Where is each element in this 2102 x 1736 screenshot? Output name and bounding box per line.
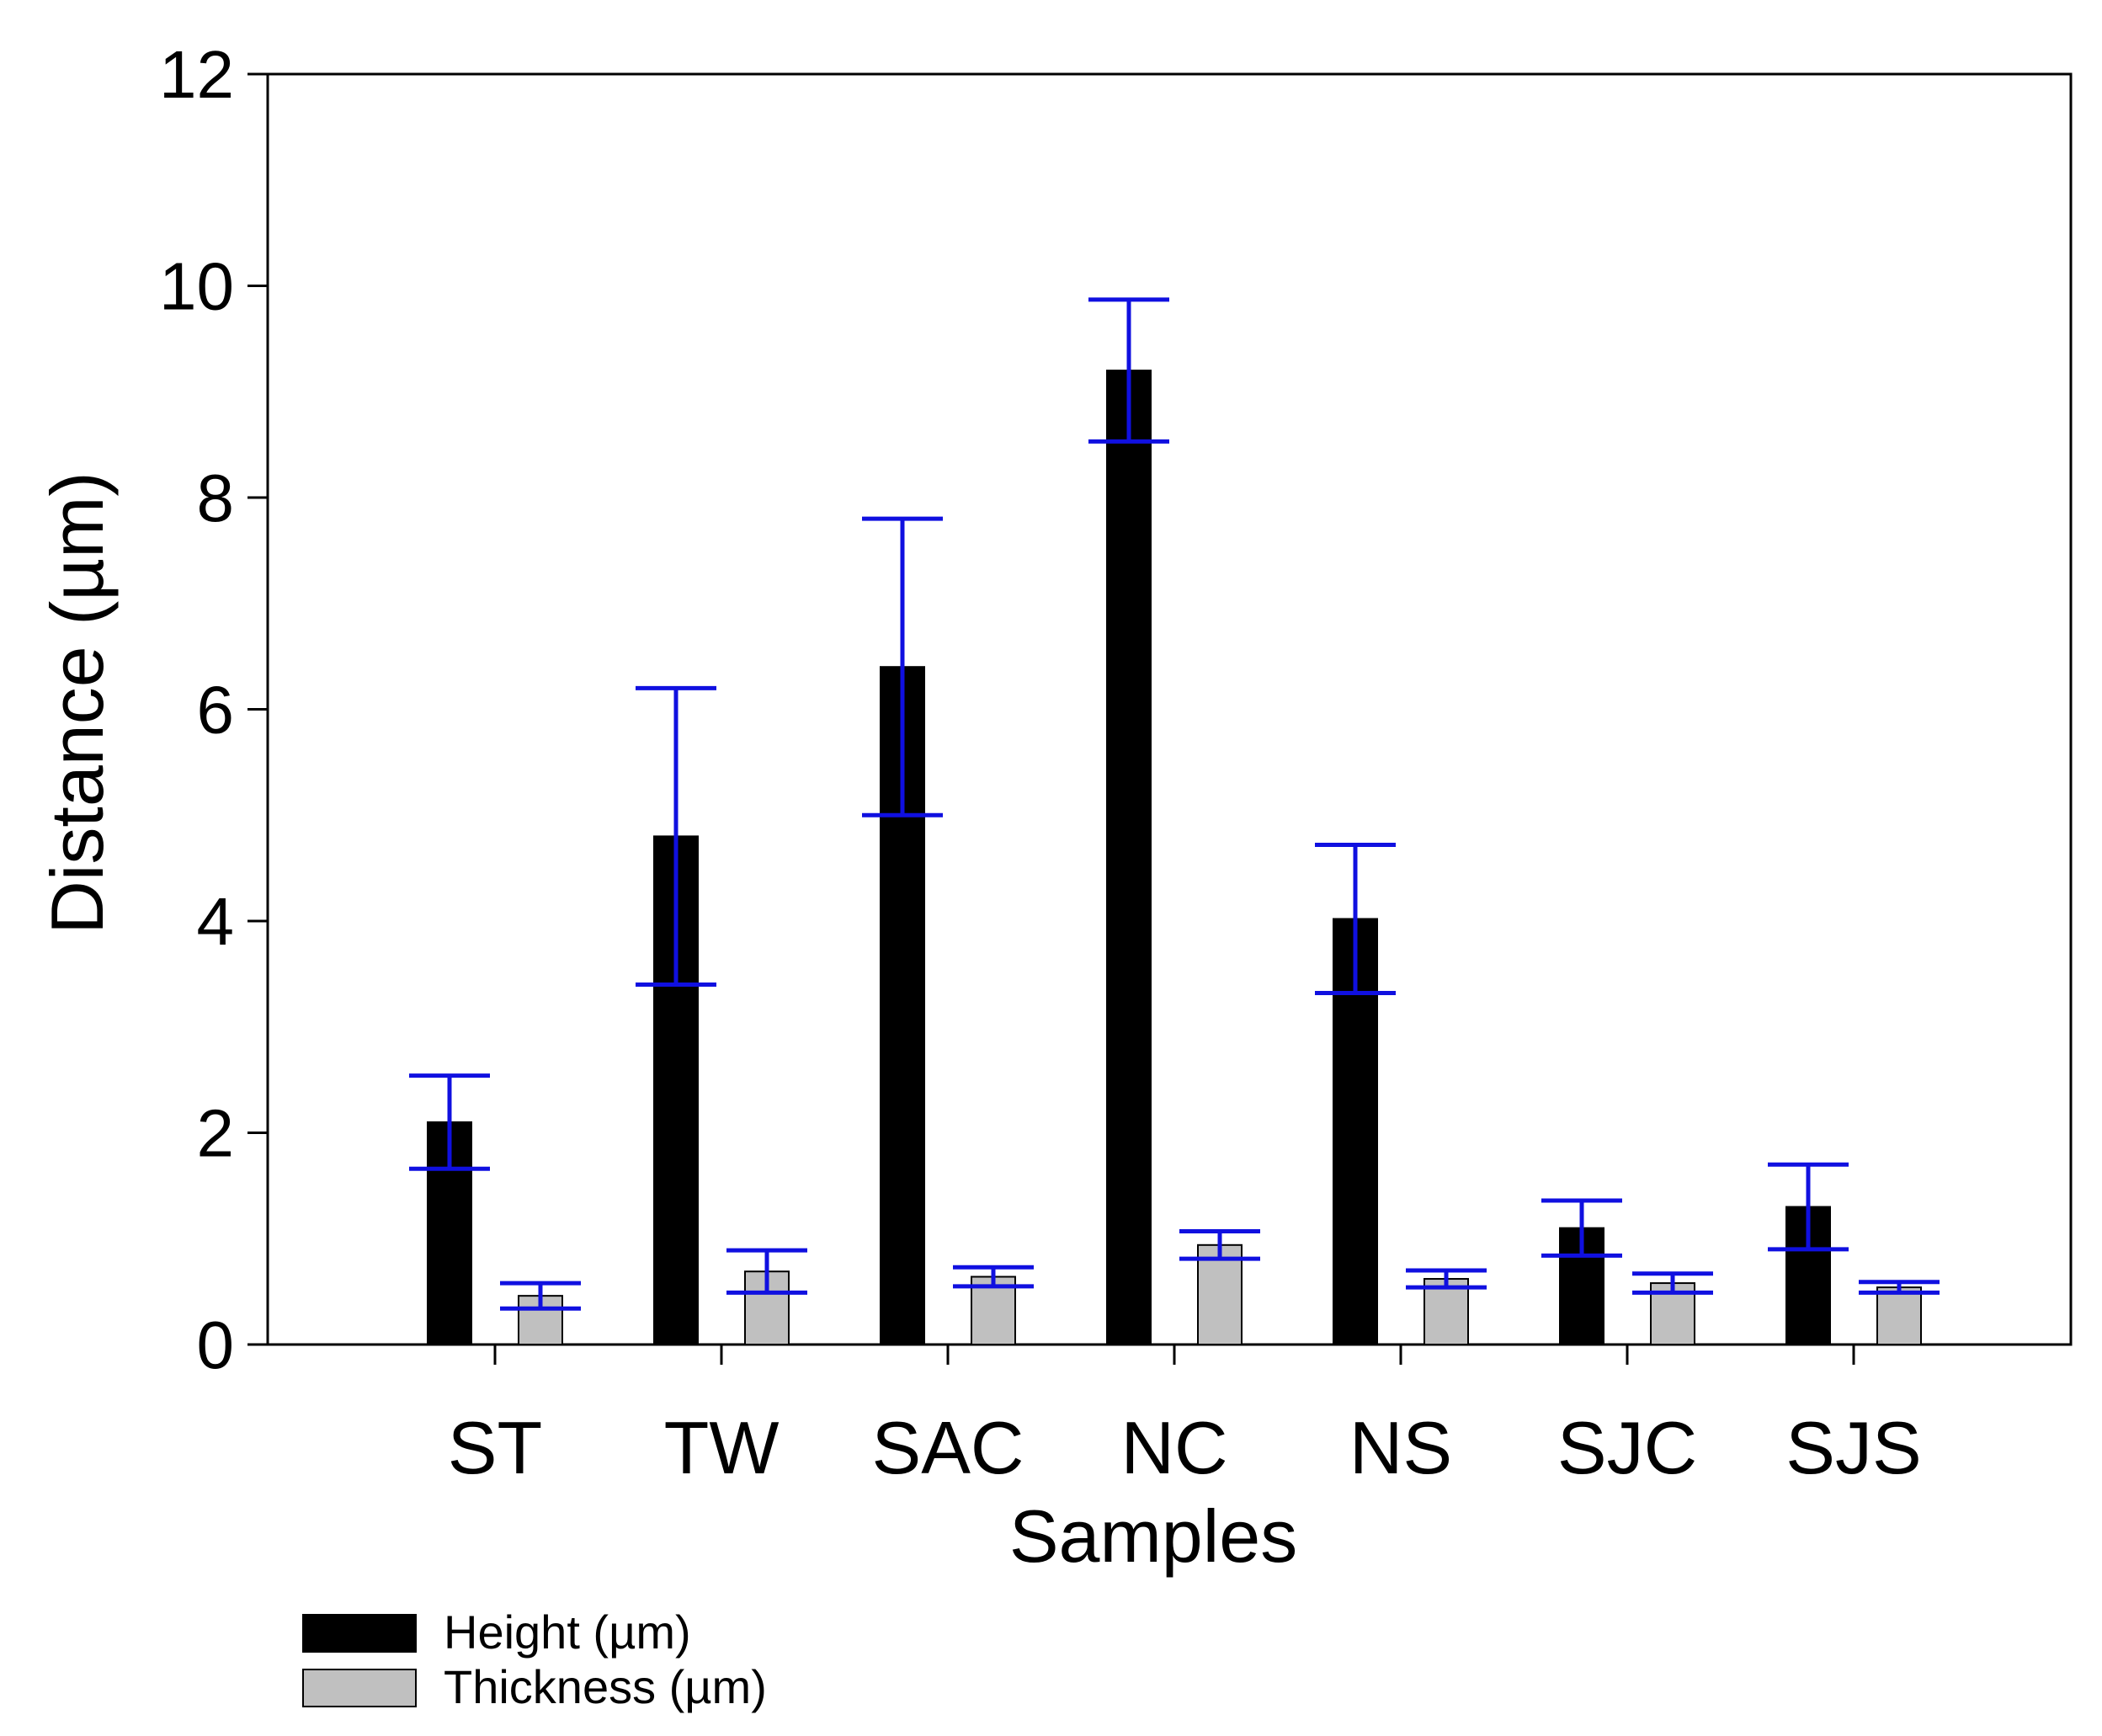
- x-axis-title: Samples: [1009, 1494, 1297, 1578]
- y-tick-label: 0: [197, 1307, 235, 1382]
- height-bar: [1106, 370, 1152, 1346]
- x-tick-label: NC: [1120, 1406, 1227, 1489]
- x-tick-label: ST: [448, 1406, 542, 1489]
- legend-swatch-thickness: [302, 1669, 417, 1707]
- plot-frame: [266, 72, 2073, 1346]
- y-tick-label: 2: [197, 1096, 235, 1171]
- y-tick-label: 12: [159, 37, 234, 112]
- thickness-bar: [1424, 1278, 1469, 1346]
- x-tick-label: TW: [664, 1406, 780, 1489]
- y-tick-label: 4: [197, 884, 235, 959]
- legend-label-height: Height (µm): [444, 1606, 691, 1659]
- legend-label-thickness: Thickness (µm): [444, 1660, 767, 1713]
- x-tick-label: SJC: [1557, 1406, 1697, 1489]
- y-axis-title: Distance (µm): [35, 471, 119, 934]
- x-tick-label: SAC: [872, 1406, 1024, 1489]
- x-tick-label: SJS: [1785, 1406, 1921, 1489]
- y-tick-label: 8: [197, 461, 235, 535]
- x-tick-label: NS: [1349, 1406, 1452, 1489]
- thickness-bar: [1876, 1286, 1922, 1345]
- legend-swatch-height: [302, 1614, 417, 1653]
- thickness-bar: [1197, 1243, 1243, 1346]
- y-tick-label: 6: [197, 673, 235, 748]
- y-tick-label: 10: [159, 249, 234, 324]
